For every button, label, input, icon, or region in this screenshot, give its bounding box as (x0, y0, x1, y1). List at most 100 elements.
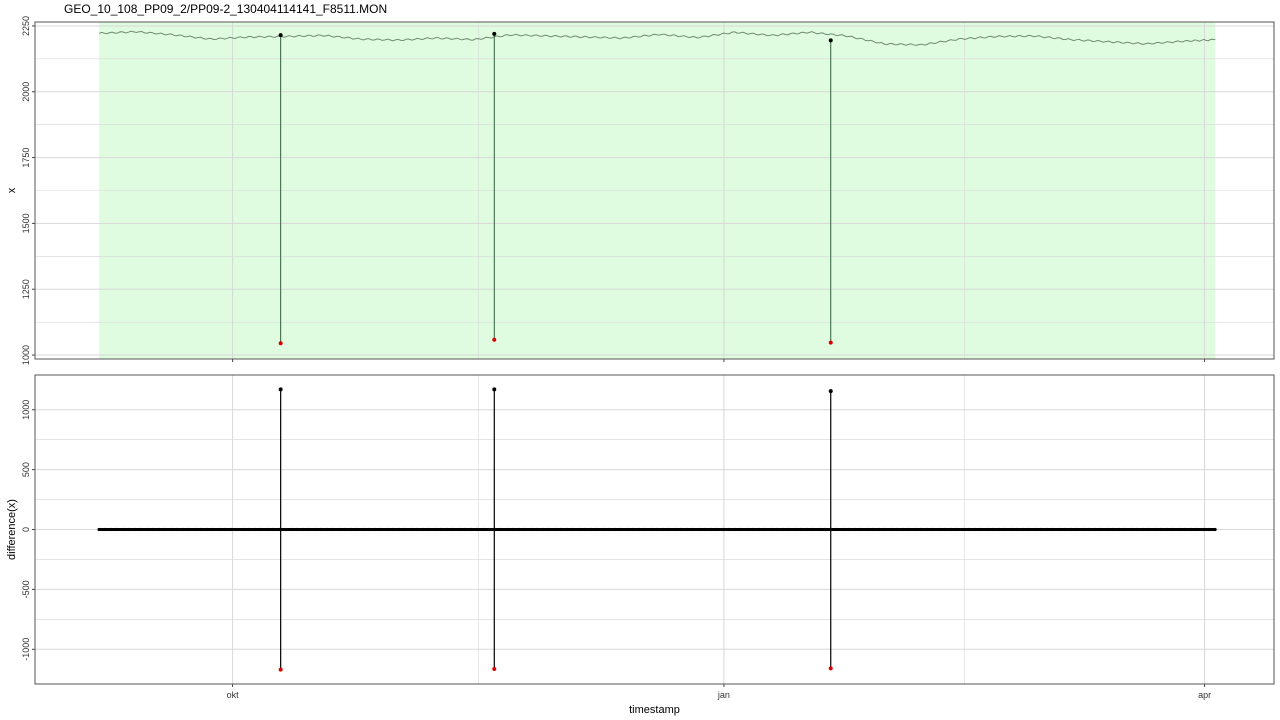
difference-point (289, 527, 293, 532)
marked-point (828, 38, 833, 43)
difference-point (427, 527, 431, 532)
difference-point (1051, 527, 1055, 532)
difference-point (367, 527, 371, 532)
difference-point (331, 527, 335, 532)
difference-point (871, 527, 875, 532)
difference-point (169, 527, 173, 532)
difference-point (655, 527, 659, 532)
difference-point (865, 527, 869, 532)
y-tick-label: 1250 (21, 279, 31, 299)
difference-point (649, 527, 653, 532)
difference-point (229, 527, 233, 532)
difference-point (661, 527, 665, 532)
difference-point (259, 527, 263, 532)
x-axis-label: timestamp (629, 704, 680, 716)
difference-point (1171, 527, 1175, 532)
difference-point (421, 527, 425, 532)
difference-point (133, 527, 137, 532)
difference-point (121, 527, 125, 532)
difference-point (1153, 527, 1157, 532)
difference-point (415, 527, 419, 532)
panel-border (34, 21, 1275, 360)
spike-high-point (492, 387, 497, 392)
difference-point (709, 527, 713, 532)
difference-point (1141, 527, 1145, 532)
difference-point (397, 527, 401, 532)
x-tick-label: apr (1198, 690, 1211, 700)
panel-border (34, 374, 1275, 685)
difference-point (391, 527, 395, 532)
difference-point (445, 527, 449, 532)
difference-point (1069, 527, 1073, 532)
difference-point (997, 527, 1001, 532)
difference-point (679, 527, 683, 532)
difference-point (109, 527, 113, 532)
difference-point (349, 527, 353, 532)
x-tick-label: jan (717, 690, 730, 700)
difference-point (613, 527, 617, 532)
difference-point (601, 527, 605, 532)
difference-point (481, 527, 485, 532)
difference-point (283, 527, 287, 532)
difference-point (1183, 527, 1187, 532)
difference-point (529, 527, 533, 532)
difference-point (1207, 527, 1211, 532)
difference-point (253, 527, 257, 532)
y-tick-label: -500 (21, 580, 31, 598)
difference-point (967, 527, 971, 532)
difference-point (499, 527, 503, 532)
difference-point (769, 527, 773, 532)
difference-point (1117, 527, 1121, 532)
difference-point (961, 527, 965, 532)
difference-point (667, 527, 671, 532)
difference-point (403, 527, 407, 532)
difference-point (895, 527, 899, 532)
difference-point (805, 527, 809, 532)
difference-point (847, 527, 851, 532)
difference-point (469, 527, 473, 532)
difference-point (823, 527, 827, 532)
y-tick-label: 1000 (21, 400, 31, 420)
difference-point (787, 527, 791, 532)
difference-point (139, 527, 143, 532)
difference-point (361, 527, 365, 532)
top-panel: 1000 1250 1500 1750 2000 2250 x (6, 16, 1275, 365)
y-tick-label: 1000 (21, 345, 31, 365)
y-tick-label: 0 (21, 527, 31, 532)
difference-point (877, 527, 881, 532)
difference-point (691, 527, 695, 532)
difference-point (727, 527, 731, 532)
difference-point (1045, 527, 1049, 532)
difference-point (145, 527, 149, 532)
difference-point (763, 527, 767, 532)
difference-point (325, 527, 329, 532)
difference-point (733, 527, 737, 532)
difference-point (511, 527, 515, 532)
y-tick-label: 1500 (21, 213, 31, 233)
difference-point (307, 527, 311, 532)
difference-point (355, 527, 359, 532)
outlier-point (278, 341, 283, 346)
difference-point (181, 527, 185, 532)
difference-point (1189, 527, 1193, 532)
difference-point (1039, 527, 1043, 532)
difference-point (157, 527, 161, 532)
difference-point (703, 527, 707, 532)
difference-point (817, 527, 821, 532)
difference-point (571, 527, 575, 532)
difference-point (625, 527, 629, 532)
difference-point (1009, 527, 1013, 532)
difference-point (595, 527, 599, 532)
difference-point (907, 527, 911, 532)
difference-point (619, 527, 623, 532)
difference-point (205, 527, 209, 532)
difference-point (943, 527, 947, 532)
difference-point (373, 527, 377, 532)
difference-point (637, 527, 641, 532)
difference-point (505, 527, 509, 532)
difference-point (475, 527, 479, 532)
difference-point (1081, 527, 1085, 532)
difference-point (175, 527, 179, 532)
difference-point (1003, 527, 1007, 532)
y-tick-label: -1000 (21, 638, 31, 661)
